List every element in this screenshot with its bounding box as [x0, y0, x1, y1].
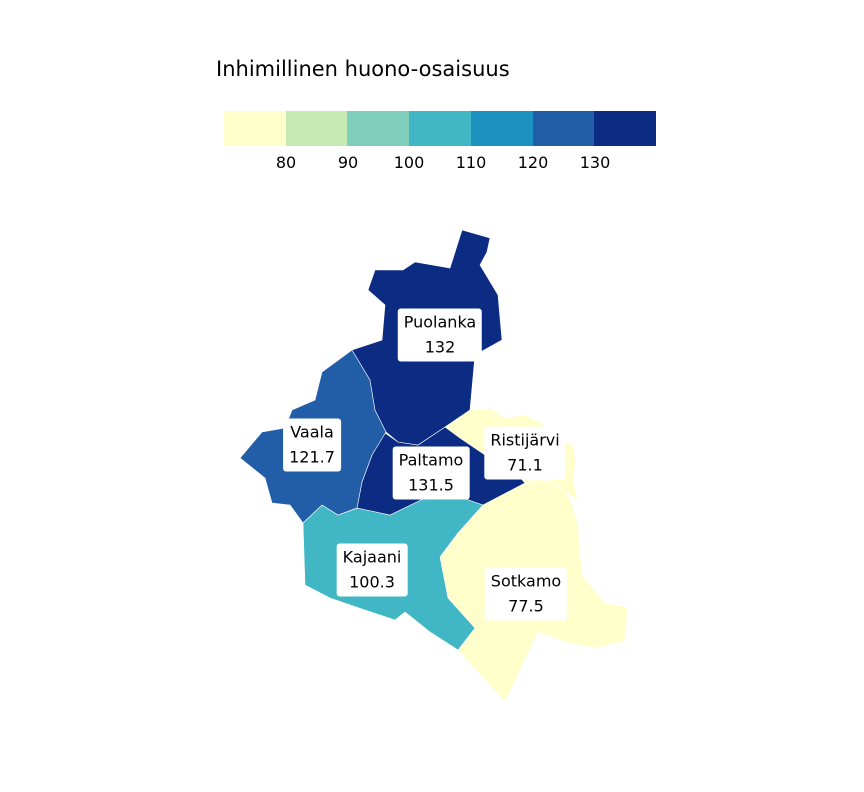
- legend-tick-label: 90: [337, 153, 359, 172]
- map-label-sotkamo: Sotkamo 77.5: [484, 567, 568, 621]
- legend-color-bar: [224, 111, 657, 146]
- legend-tick-label: 130: [579, 153, 611, 172]
- legend-swatch-1: [224, 111, 286, 146]
- region-name: Puolanka: [403, 312, 477, 332]
- region-value: 121.7: [289, 447, 335, 467]
- region-value: 71.1: [507, 455, 543, 475]
- legend-swatch-2: [285, 111, 348, 146]
- legend-swatch-4: [409, 111, 471, 146]
- legend-tick-label: 100: [393, 153, 425, 172]
- region-value: 100.3: [349, 572, 395, 592]
- legend-swatch-5: [470, 111, 533, 146]
- legend-tick-label: 80: [275, 153, 297, 172]
- map-label-kajaani: Kajaani 100.3: [336, 543, 408, 597]
- legend-swatch-7: [594, 111, 657, 146]
- region-name: Sotkamo: [490, 571, 562, 591]
- map-label-ristijarvi: Ristijärvi 71.1: [484, 426, 566, 480]
- region-value: 132: [424, 337, 456, 357]
- legend-tick-label: 110: [455, 153, 487, 172]
- legend-swatch-6: [532, 111, 595, 146]
- region-value: 77.5: [508, 596, 544, 616]
- map-label-vaala: Vaala 121.7: [283, 418, 341, 472]
- map-label-puolanka: Puolanka 132: [397, 308, 483, 362]
- region-name: Paltamo: [398, 450, 464, 470]
- map-label-paltamo: Paltamo 131.5: [392, 446, 470, 500]
- legend-tick-label: 120: [517, 153, 549, 172]
- region-name: Ristijärvi: [490, 430, 560, 450]
- legend-swatch-3: [347, 111, 410, 146]
- region-value: 131.5: [408, 475, 454, 495]
- region-name: Kajaani: [342, 547, 402, 567]
- legend-title: Inhimillinen huono-osaisuus: [216, 57, 510, 81]
- region-name: Vaala: [290, 422, 334, 442]
